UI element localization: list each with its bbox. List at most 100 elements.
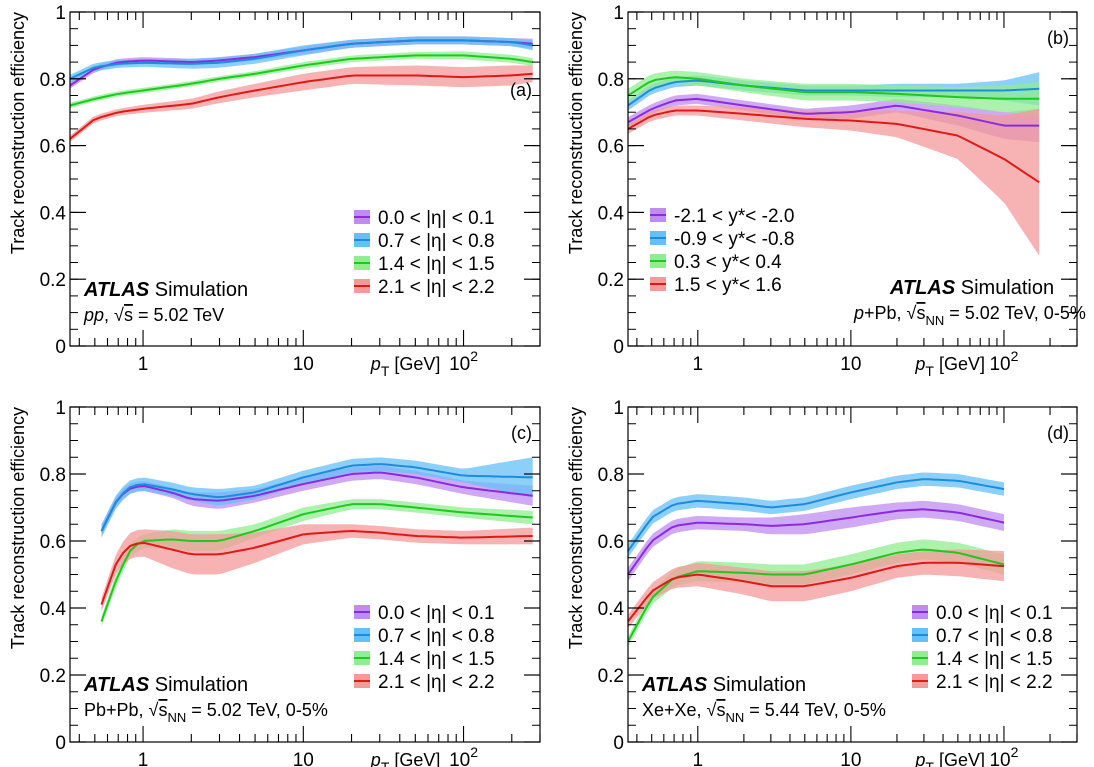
y-tick-label: 0.6	[598, 532, 624, 553]
x-tick-label: 10	[840, 354, 861, 375]
panel-1: 0 0.2 0.4 0.6 0.8 1 1 10 102 Track reconstruction…	[566, 3, 1086, 379]
line-series-2	[69, 54, 533, 107]
legend-label: 1.4 < |η| < 1.5	[378, 254, 495, 275]
panel-tag: (b)	[1047, 28, 1069, 48]
panel-tag: (a)	[510, 80, 532, 100]
y-axis-title: Track reconstruction efficiency	[566, 407, 586, 649]
line-series-1	[627, 478, 1005, 552]
y-tick-label: 0.2	[598, 270, 624, 291]
collision-system-label: p+Pb, √sNN = 5.02 TeV, 0-5%	[853, 303, 1086, 328]
legend-label: 0.7 < |η| < 0.8	[936, 626, 1053, 647]
legend-label: 0.3 < y*< 0.4	[674, 252, 782, 273]
band-series-0	[628, 500, 1004, 582]
y-tick-label: 0.6	[598, 137, 624, 158]
y-axis-title: Track reconstruction efficiency	[8, 407, 28, 649]
x-tick-label: 10	[840, 750, 861, 767]
y-tick-label: 0.2	[598, 666, 624, 687]
y-tick-label: 0.6	[40, 137, 66, 158]
x-tick-label: 1	[138, 750, 149, 767]
y-tick-label: 1	[55, 398, 66, 419]
x-tick-label: 102	[989, 744, 1018, 767]
y-tick-label: 0	[613, 733, 624, 754]
legend-label: 0.0 < |η| < 0.1	[378, 208, 495, 229]
y-tick-label: 0.8	[598, 70, 624, 91]
line-series-2	[100, 503, 533, 622]
x-axis-title: pT [GeV]	[370, 750, 441, 767]
panel-2: 0 0.2 0.4 0.6 0.8 1 1 10 102 Track reconstruction…	[8, 398, 541, 767]
x-tick-label: 102	[449, 348, 478, 375]
y-tick-label: 0.8	[598, 465, 624, 486]
y-tick-label: 0.8	[40, 70, 66, 91]
y-tick-label: 0	[613, 337, 624, 358]
line-series-1	[100, 463, 533, 532]
line-series-3	[627, 109, 1040, 184]
legend-label: -2.1 < y*< -2.0	[674, 206, 794, 227]
line-series-2	[627, 76, 1040, 100]
y-tick-label: 0.4	[40, 599, 67, 620]
y-tick-label: 0.4	[598, 203, 625, 224]
y-tick-label: 0	[55, 733, 66, 754]
legend-label: 2.1 < |η| < 2.2	[378, 277, 495, 298]
atlas-label: ATLAS Simulation	[889, 277, 1054, 299]
legend-label: 0.0 < |η| < 0.1	[378, 603, 495, 624]
legend-label: 2.1 < |η| < 2.2	[378, 672, 495, 693]
y-tick-label: 1	[55, 3, 66, 24]
x-tick-label: 102	[449, 744, 478, 767]
collision-system-label: Pb+Pb, √sNN = 5.02 TeV, 0-5%	[84, 700, 328, 725]
y-axis-title: Track reconstruction efficiency	[8, 12, 28, 254]
y-tick-label: 0.4	[598, 599, 625, 620]
x-axis-title: pT [GeV]	[914, 354, 985, 379]
band-series-3	[628, 549, 1004, 629]
line-series-2	[627, 548, 1005, 642]
y-tick-label: 0.2	[40, 666, 66, 687]
legend-label: -0.9 < y*< -0.8	[674, 229, 794, 250]
collision-system-label: Xe+Xe, √sNN = 5.44 TeV, 0-5%	[642, 700, 886, 725]
y-axis-title: Track reconstruction efficiency	[566, 12, 586, 254]
line-series-3	[100, 529, 533, 605]
y-tick-label: 0.6	[40, 532, 66, 553]
x-tick-label: 1	[138, 354, 149, 375]
atlas-label: ATLAS Simulation	[83, 279, 248, 301]
x-tick-label: 10	[293, 354, 314, 375]
x-tick-label: 1	[693, 750, 704, 767]
band-series-0	[101, 465, 533, 536]
x-tick-label: 1	[693, 354, 704, 375]
line-series-0	[627, 508, 1005, 576]
x-tick-label: 102	[989, 348, 1018, 375]
legend-label: 0.7 < |η| < 0.8	[378, 626, 495, 647]
atlas-label: ATLAS Simulation	[641, 674, 806, 696]
y-tick-label: 1	[613, 398, 624, 419]
band-series-3	[628, 105, 1040, 256]
line-series-0	[627, 97, 1040, 127]
panel-tag: (d)	[1047, 423, 1069, 443]
legend-label: 1.4 < |η| < 1.5	[936, 649, 1053, 670]
band-series-3	[101, 524, 533, 612]
line-series-3	[627, 561, 1005, 623]
line-series-1	[627, 79, 1040, 107]
band-series-3	[70, 65, 533, 143]
y-tick-label: 0	[55, 337, 66, 358]
legend-label: 1.5 < y*< 1.6	[674, 275, 782, 296]
panel-0: 0 0.2 0.4 0.6 0.8 1 1 10 102 Track reconstruction…	[8, 3, 541, 379]
panel-tag: (c)	[511, 423, 532, 443]
y-tick-label: 0.4	[40, 203, 67, 224]
legend-label: 0.7 < |η| < 0.8	[378, 231, 495, 252]
x-axis-title: pT [GeV]	[370, 354, 441, 379]
line-series-1	[69, 39, 533, 80]
x-axis-title: pT [GeV]	[914, 750, 985, 767]
line-series-3	[69, 72, 533, 140]
collision-system-label: pp, √s = 5.02 TeV	[83, 305, 224, 325]
y-tick-label: 0.8	[40, 465, 66, 486]
atlas-label: ATLAS Simulation	[83, 674, 248, 696]
band-series-2	[101, 499, 533, 627]
line-series-0	[100, 471, 533, 532]
y-tick-label: 0.2	[40, 270, 66, 291]
legend-label: 1.4 < |η| < 1.5	[378, 649, 495, 670]
band-series-1	[628, 472, 1004, 558]
y-tick-label: 1	[613, 3, 624, 24]
legend-label: 2.1 < |η| < 2.2	[936, 672, 1053, 693]
x-tick-label: 10	[293, 750, 314, 767]
legend-label: 0.0 < |η| < 0.1	[936, 603, 1053, 624]
panel-3: 0 0.2 0.4 0.6 0.8 1 1 10 102 Track reconstruction…	[566, 398, 1078, 767]
